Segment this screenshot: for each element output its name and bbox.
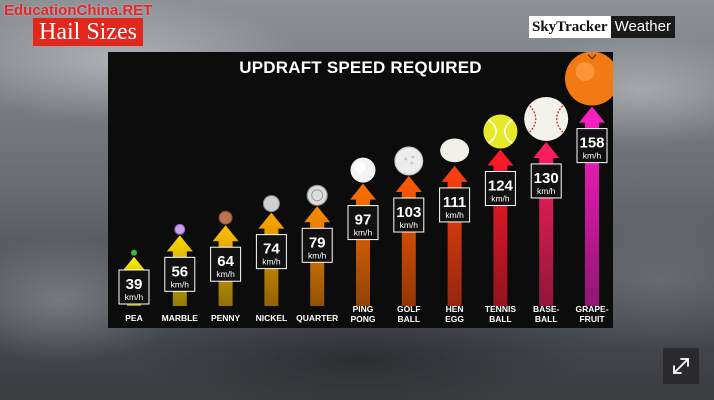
tick-label: MARBLE — [162, 313, 199, 323]
value-label-box — [484, 171, 516, 207]
data-label: 103 — [396, 204, 421, 221]
tick-label: PING — [353, 304, 374, 314]
tick-label: EGG — [445, 314, 464, 324]
data-label: 74 — [263, 241, 280, 258]
expand-icon — [673, 358, 689, 374]
expand-button[interactable] — [663, 348, 699, 384]
data-label: 130 — [534, 170, 559, 187]
value-label-box — [530, 163, 562, 199]
nickel-icon — [262, 195, 280, 213]
chart-panel: UPDRAFT SPEED REQUIRED 39 km/h PEA 56 km/h MA… — [108, 52, 613, 328]
golf-ball-icon — [394, 146, 424, 176]
unit-label: km/h — [262, 257, 281, 267]
value-label-box — [164, 256, 196, 292]
page-title: Hail Sizes — [33, 18, 143, 46]
pea-icon — [131, 249, 137, 256]
unit-label: km/h — [583, 151, 602, 161]
hail-chart: 39km/hPEA56km/hMARBLE64km/hPENNY74km/hNI… — [118, 52, 613, 324]
updraft-arrow — [441, 165, 468, 306]
ping-pong-ball-icon — [350, 157, 376, 183]
unit-label: km/h — [308, 250, 327, 260]
data-label: 56 — [171, 263, 188, 280]
tick-label: BALL — [489, 314, 512, 324]
tick-label: HEN — [446, 304, 464, 314]
tick-label: PENNY — [211, 313, 241, 323]
tick-label: BALL — [535, 314, 558, 324]
value-label-box — [576, 128, 608, 164]
unit-label: km/h — [445, 210, 464, 220]
unit-label: km/h — [125, 292, 144, 302]
value-label-box — [301, 227, 333, 263]
brand-logo: SkyTracker Weather — [529, 16, 675, 38]
tick-label: GOLF — [397, 304, 421, 314]
tick-label: NICKEL — [256, 313, 288, 323]
grapefruit-icon — [565, 52, 613, 106]
tick-label: BASE- — [533, 304, 560, 314]
value-label-box — [347, 205, 379, 241]
data-label: 97 — [355, 212, 372, 229]
marble-icon — [174, 223, 186, 235]
unit-label: km/h — [537, 186, 556, 196]
unit-label: km/h — [400, 220, 419, 230]
tick-label: PEA — [125, 313, 142, 323]
value-label-box — [439, 187, 471, 223]
updraft-arrow — [395, 176, 422, 306]
data-label: 64 — [217, 253, 234, 270]
data-label: 79 — [309, 234, 326, 251]
value-label-box — [393, 197, 425, 233]
tennis-ball-icon — [483, 114, 518, 149]
data-label: 111 — [443, 194, 466, 211]
unit-label: km/h — [491, 194, 510, 204]
tick-label: QUARTER — [296, 313, 338, 323]
chart-title: UPDRAFT SPEED REQUIRED — [239, 58, 482, 77]
data-label: 39 — [126, 276, 143, 293]
value-label-box — [210, 246, 242, 282]
tick-label: BALL — [397, 314, 420, 324]
brand-name: SkyTracker — [529, 16, 611, 38]
unit-label: km/h — [216, 269, 235, 279]
penny-icon — [218, 210, 233, 225]
tick-label: FRUIT — [579, 314, 605, 324]
brand-suffix: Weather — [610, 16, 675, 38]
tick-label: PONG — [350, 314, 375, 324]
updraft-arrow — [350, 183, 376, 306]
tick-label: GRAPE- — [575, 304, 608, 314]
value-label-box — [118, 269, 150, 305]
quarter-icon — [306, 184, 328, 206]
watermark: EducationChina.RET — [4, 2, 153, 19]
unit-label: km/h — [171, 279, 190, 289]
data-label: 124 — [488, 178, 514, 195]
hen-egg-icon — [440, 138, 470, 163]
unit-label: km/h — [354, 228, 373, 238]
tick-label: TENNIS — [485, 304, 517, 314]
value-label-box — [255, 234, 287, 270]
baseball-icon — [524, 96, 569, 141]
data-label: 158 — [579, 135, 604, 152]
